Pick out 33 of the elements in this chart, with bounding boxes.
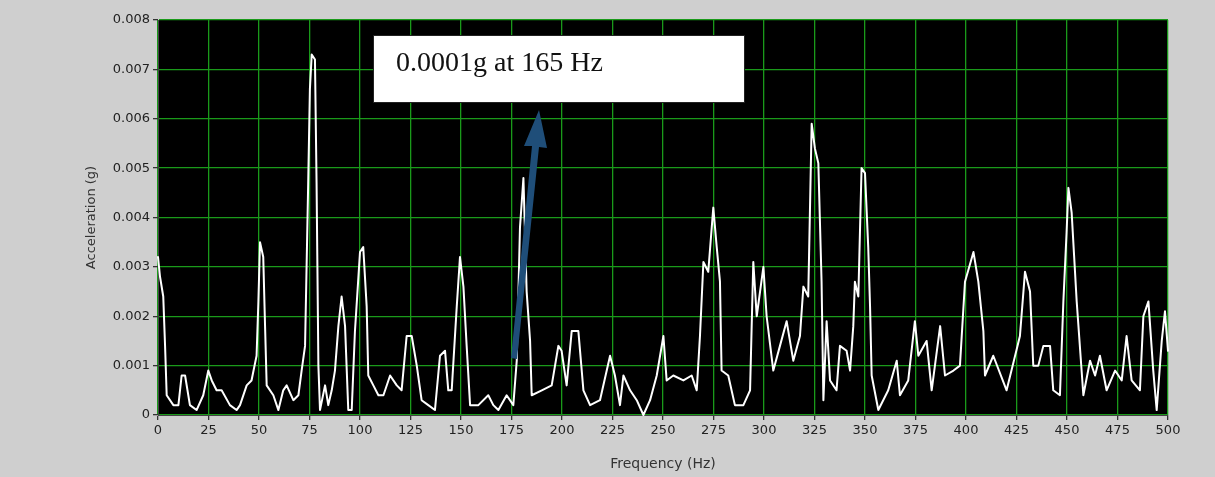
x-tick-label: 25 (200, 422, 217, 438)
y-tick-label: 0.005 (112, 159, 150, 175)
y-axis-title: Acceleration (g) (83, 165, 99, 270)
x-tick-label: 325 (802, 422, 827, 438)
x-axis-title: Frequency (Hz) (610, 455, 716, 472)
x-tick-label: 125 (398, 422, 423, 438)
x-tick-label: 500 (1155, 422, 1181, 438)
x-tick-label: 250 (650, 422, 676, 438)
x-tick-label: 400 (953, 422, 979, 438)
y-tick-label: 0 (141, 406, 150, 422)
x-tick-label: 150 (448, 422, 474, 438)
x-tick-label: 175 (499, 422, 524, 438)
x-tick-label: 50 (250, 422, 268, 438)
y-tick-label: 0.002 (112, 307, 150, 323)
x-tick-label: 100 (347, 422, 373, 438)
x-tick-label: 475 (1105, 422, 1130, 438)
x-tick-label: 275 (701, 422, 726, 438)
y-tick-label: 0.004 (112, 208, 150, 224)
y-tick-label: 0.006 (112, 110, 150, 126)
x-tick-label: 200 (549, 422, 575, 438)
x-tick-label: 300 (751, 422, 777, 438)
callout-box: 0.0001g at 165 Hz (373, 35, 745, 103)
x-tick-label: 450 (1054, 422, 1080, 438)
y-tick-label: 0.003 (112, 258, 150, 274)
y-tick-label: 0.008 (112, 11, 150, 27)
y-tick-label: 0.007 (112, 60, 150, 76)
y-tick-label: 0.001 (112, 357, 150, 372)
x-tick-label: 225 (600, 422, 625, 438)
x-tick-label: 375 (903, 422, 928, 438)
x-tick-label: 75 (301, 422, 318, 438)
x-tick-label: 350 (852, 422, 878, 438)
x-tick-label: 425 (1004, 422, 1029, 438)
x-tick-label: 0 (153, 422, 163, 438)
